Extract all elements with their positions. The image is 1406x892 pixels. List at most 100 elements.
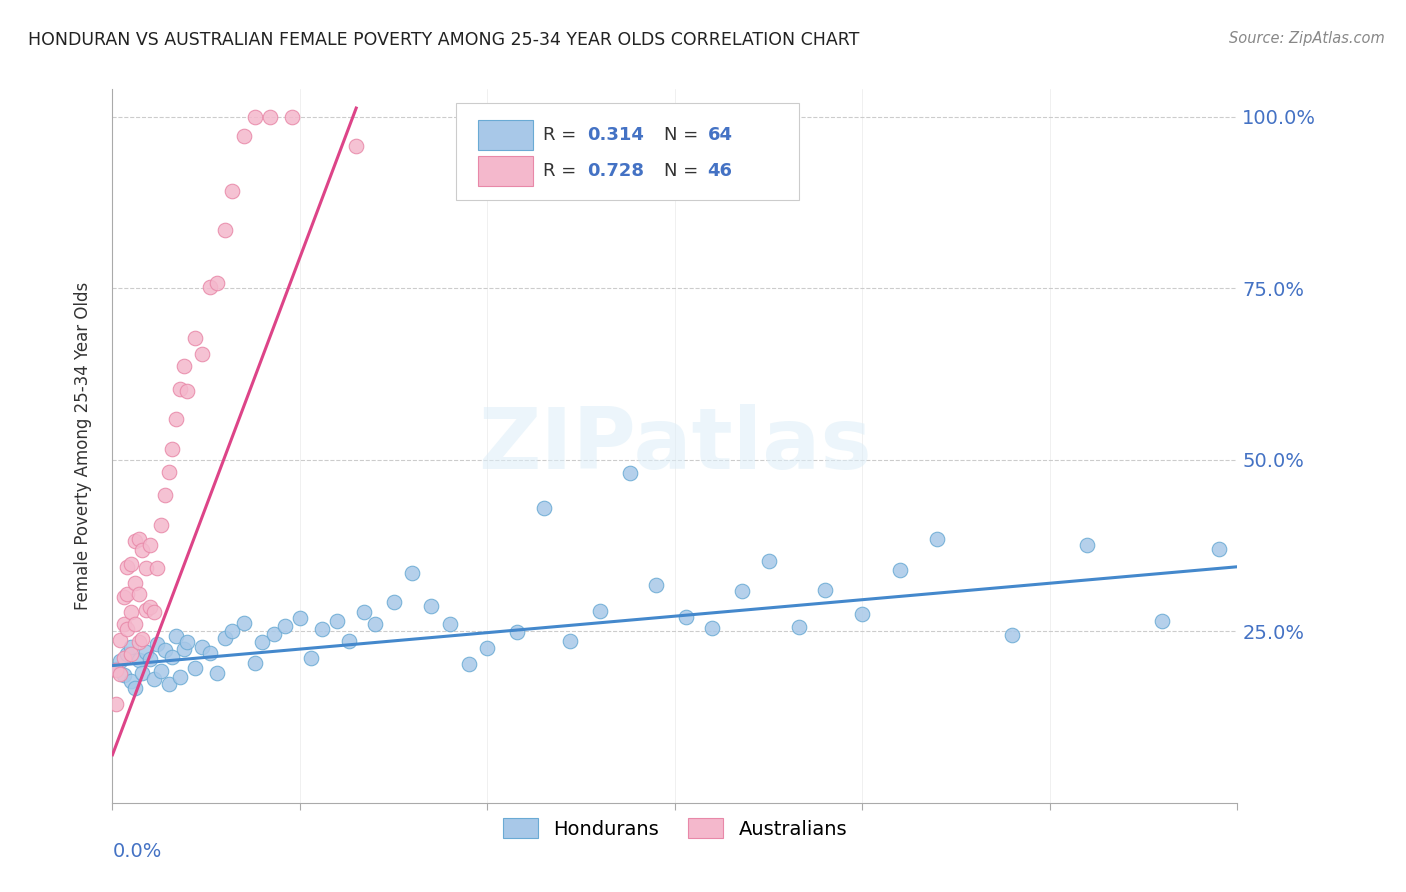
- Point: [675, 609, 697, 624]
- Point: [173, 359, 195, 373]
- Point: [184, 331, 207, 345]
- Point: [128, 635, 150, 649]
- Point: [221, 624, 243, 638]
- Point: [146, 561, 169, 575]
- Point: [176, 384, 198, 398]
- Point: [814, 583, 837, 598]
- Point: [124, 534, 146, 549]
- Point: [112, 590, 135, 604]
- Point: [927, 532, 949, 546]
- Point: [105, 698, 128, 712]
- Point: [128, 653, 150, 667]
- Point: [112, 668, 135, 682]
- Point: [142, 672, 165, 686]
- Point: [207, 666, 229, 681]
- Point: [124, 681, 146, 695]
- Point: [139, 651, 162, 665]
- Point: [252, 634, 274, 648]
- Text: ZIPatlas: ZIPatlas: [478, 404, 872, 488]
- Point: [344, 138, 367, 153]
- Point: [169, 382, 191, 396]
- Point: [533, 500, 555, 515]
- Point: [281, 110, 304, 124]
- Point: [120, 647, 142, 661]
- Point: [157, 677, 180, 691]
- FancyBboxPatch shape: [478, 120, 533, 150]
- Point: [311, 622, 333, 636]
- Point: [259, 110, 281, 124]
- Point: [214, 631, 236, 645]
- Point: [382, 595, 405, 609]
- Point: [176, 634, 198, 648]
- Point: [120, 673, 142, 688]
- Point: [889, 562, 911, 576]
- Point: [135, 645, 157, 659]
- Point: [124, 616, 146, 631]
- Point: [153, 643, 176, 657]
- Point: [364, 617, 387, 632]
- Point: [165, 412, 187, 426]
- Point: [120, 558, 142, 572]
- Text: R =: R =: [543, 126, 576, 144]
- Point: [165, 629, 187, 643]
- Point: [207, 276, 229, 290]
- Point: [243, 110, 266, 124]
- Point: [139, 600, 162, 615]
- Point: [263, 626, 285, 640]
- Point: [112, 651, 135, 665]
- Point: [157, 465, 180, 479]
- Point: [105, 662, 128, 676]
- Point: [758, 554, 780, 568]
- Point: [558, 633, 581, 648]
- Point: [135, 602, 157, 616]
- Point: [702, 621, 724, 635]
- Point: [173, 641, 195, 656]
- Point: [645, 578, 668, 592]
- Point: [150, 665, 173, 679]
- Point: [169, 669, 191, 683]
- Point: [131, 632, 153, 647]
- Point: [214, 223, 236, 237]
- Text: 64: 64: [707, 126, 733, 144]
- Point: [198, 280, 221, 294]
- Point: [337, 633, 360, 648]
- Point: [153, 488, 176, 502]
- Point: [1208, 541, 1230, 556]
- Point: [191, 640, 214, 654]
- Point: [589, 604, 612, 618]
- Point: [108, 655, 131, 669]
- FancyBboxPatch shape: [456, 103, 799, 200]
- Point: [117, 647, 139, 661]
- Point: [117, 622, 139, 636]
- Point: [146, 637, 169, 651]
- Point: [274, 619, 297, 633]
- Point: [108, 633, 131, 648]
- Point: [105, 663, 128, 677]
- Point: [401, 566, 423, 580]
- Point: [457, 657, 479, 671]
- Text: R =: R =: [543, 161, 576, 179]
- Point: [162, 649, 184, 664]
- Point: [787, 620, 810, 634]
- Text: N =: N =: [664, 126, 697, 144]
- Point: [326, 614, 349, 628]
- Point: [232, 128, 254, 143]
- Point: [243, 656, 266, 670]
- Point: [128, 532, 150, 546]
- Point: [1152, 614, 1174, 628]
- Point: [288, 610, 311, 624]
- Point: [112, 617, 135, 632]
- Point: [1001, 628, 1024, 642]
- Point: [131, 666, 153, 681]
- Point: [131, 543, 153, 558]
- Text: Source: ZipAtlas.com: Source: ZipAtlas.com: [1229, 31, 1385, 46]
- Point: [221, 184, 243, 198]
- Text: 0.314: 0.314: [588, 126, 644, 144]
- Point: [120, 640, 142, 654]
- Point: [619, 467, 641, 481]
- Point: [731, 583, 754, 598]
- Point: [184, 661, 207, 675]
- Point: [353, 605, 375, 619]
- Point: [150, 517, 173, 532]
- Y-axis label: Female Poverty Among 25-34 Year Olds: Female Poverty Among 25-34 Year Olds: [73, 282, 91, 610]
